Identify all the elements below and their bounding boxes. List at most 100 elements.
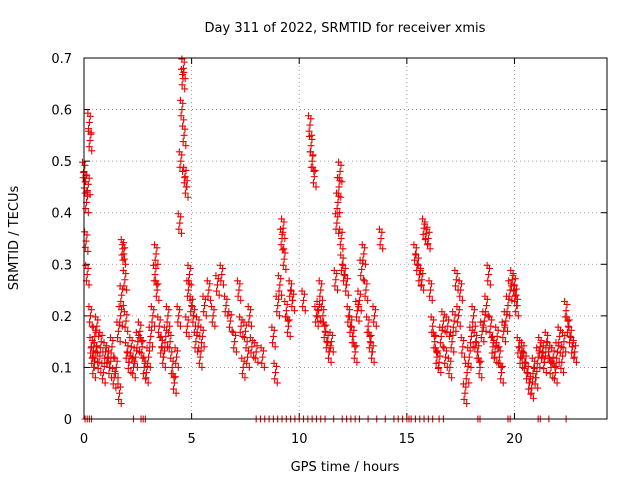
data-point <box>269 332 277 340</box>
data-point <box>480 338 488 346</box>
data-point <box>246 312 254 320</box>
data-point <box>126 334 134 342</box>
data-point <box>132 353 140 361</box>
data-point <box>482 302 490 310</box>
data-point <box>109 364 117 372</box>
data-point <box>412 251 420 259</box>
data-point <box>298 287 306 295</box>
data-point <box>362 260 370 268</box>
data-point <box>501 338 509 346</box>
data-point <box>442 313 450 321</box>
data-point <box>372 322 380 330</box>
data-point <box>272 369 280 377</box>
data-point <box>569 339 577 347</box>
data-point <box>536 363 544 371</box>
data-point <box>284 322 292 330</box>
data-point <box>193 328 201 336</box>
data-point <box>485 271 493 279</box>
data-point <box>178 81 186 89</box>
data-point <box>221 292 229 300</box>
data-point <box>86 318 94 326</box>
data-point <box>517 353 525 361</box>
data-point <box>175 148 183 156</box>
data-point <box>304 112 312 120</box>
data-point <box>145 353 153 361</box>
data-point <box>144 379 152 387</box>
data-point <box>562 307 570 315</box>
data-point <box>337 251 345 259</box>
data-point <box>560 369 568 377</box>
data-point <box>494 344 502 352</box>
data-point <box>244 303 252 311</box>
data-point <box>447 328 455 336</box>
data-point <box>306 121 314 129</box>
data-point <box>316 292 324 300</box>
data-point <box>486 328 494 336</box>
data-point <box>498 369 506 377</box>
data-point <box>440 344 448 352</box>
data-point <box>163 318 171 326</box>
data-point <box>556 332 564 340</box>
data-point <box>537 339 545 347</box>
data-point <box>497 375 505 383</box>
data-point <box>550 359 558 367</box>
data-point <box>155 296 163 304</box>
data-point <box>154 328 162 336</box>
data-point <box>529 370 537 378</box>
data-point <box>557 364 565 372</box>
data-point <box>436 339 444 347</box>
data-point <box>467 332 475 340</box>
data-point <box>179 138 187 146</box>
data-point <box>122 260 130 268</box>
data-point <box>318 296 326 304</box>
data-point <box>147 303 155 311</box>
data-point <box>104 353 112 361</box>
data-point <box>538 348 546 356</box>
data-point <box>335 158 343 166</box>
data-point <box>118 241 126 249</box>
data-point <box>160 353 168 361</box>
data-point <box>181 85 189 93</box>
data-point <box>120 282 128 290</box>
data-point <box>431 338 439 346</box>
data-point <box>334 189 342 197</box>
data-point <box>205 286 213 294</box>
data-point <box>244 353 252 361</box>
data-point <box>157 343 165 351</box>
data-point <box>136 348 144 356</box>
data-point <box>202 312 210 320</box>
data-point <box>526 379 534 387</box>
data-point <box>331 282 339 290</box>
chart-title: Day 311 of 2022, SRMTID for receiver xmi… <box>205 21 486 36</box>
data-point <box>354 287 362 295</box>
data-point <box>540 364 548 372</box>
y-tick-label: 0 <box>64 413 72 428</box>
y-axis-label: SRMTID / TECUs <box>7 186 22 291</box>
data-point <box>553 354 561 362</box>
data-point <box>106 334 114 342</box>
data-point <box>321 327 329 335</box>
data-point <box>269 339 277 347</box>
data-point <box>251 354 259 362</box>
data-point <box>94 349 102 357</box>
data-point <box>341 272 349 280</box>
data-point <box>377 235 385 242</box>
data-point <box>198 363 206 371</box>
data-point <box>410 241 418 249</box>
data-point <box>198 332 206 340</box>
data-point <box>518 354 526 362</box>
data-point <box>332 276 340 284</box>
data-point <box>487 322 495 330</box>
data-point <box>523 369 531 377</box>
data-point <box>564 322 572 330</box>
data-point <box>136 327 144 335</box>
data-point <box>352 297 360 305</box>
data-point <box>333 205 341 213</box>
data-point <box>496 359 504 367</box>
data-point <box>462 375 470 383</box>
data-point <box>238 370 246 378</box>
data-point <box>161 339 169 347</box>
data-point <box>78 158 86 166</box>
data-point <box>527 390 535 398</box>
data-point <box>334 286 342 294</box>
